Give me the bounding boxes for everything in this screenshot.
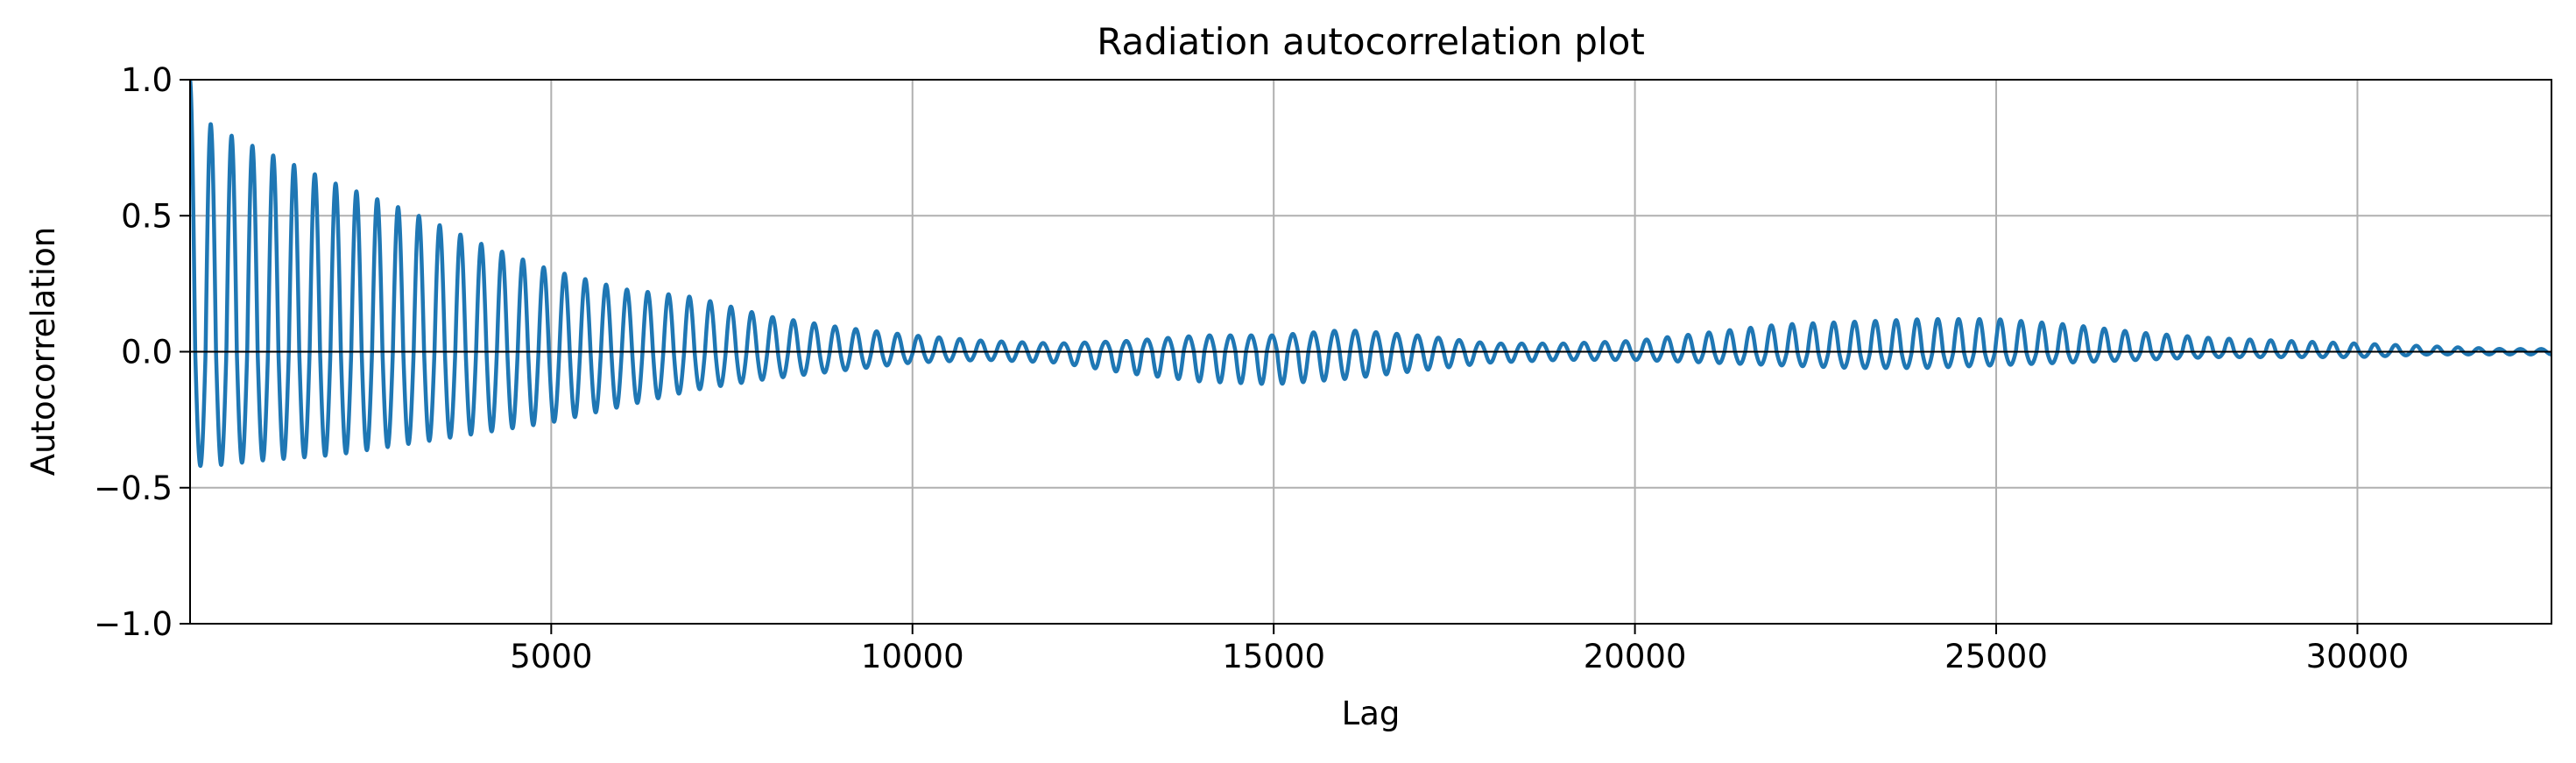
- x-tick-label: 25000: [1944, 638, 2048, 675]
- x-tick-label: 15000: [1222, 638, 1325, 675]
- y-tick-label: −0.5: [94, 470, 173, 507]
- data-layer: [190, 80, 2551, 469]
- y-tick-label: −1.0: [94, 605, 173, 643]
- x-tick-label: 5000: [510, 638, 592, 675]
- y-tick-label: 0.5: [121, 197, 173, 235]
- y-tick-label: 0.0: [121, 334, 173, 371]
- x-tick-label: 10000: [861, 638, 964, 675]
- y-tick-label: 1.0: [121, 61, 173, 99]
- tick-layer: 5000 10000 15000 20000 25000 30000 −1.0 −0.5 0.0…: [94, 61, 2409, 675]
- x-axis-label: Lag: [1342, 695, 1401, 732]
- x-tick-label: 20000: [1584, 638, 1687, 675]
- x-tick-label: 30000: [2306, 638, 2410, 675]
- chart-title: Radiation autocorrelation plot: [1097, 20, 1645, 63]
- y-axis-label: Autocorrelation: [25, 227, 62, 476]
